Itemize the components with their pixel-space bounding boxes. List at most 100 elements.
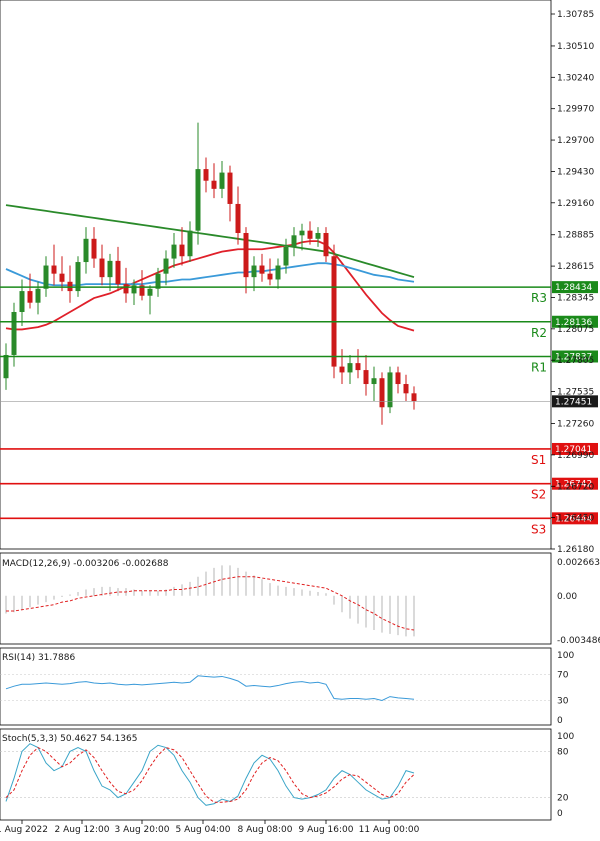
price-tick-label: 1.28345 [557,293,594,303]
candle [379,372,385,425]
candle [267,258,273,286]
candle-body [131,285,137,294]
level-name-label: S3 [531,522,546,536]
candle [3,343,9,390]
rsi-tick-label: 70 [557,671,569,681]
candle-body [43,265,49,289]
level-price-label: 1.27041 [555,445,592,455]
time-tick-label: 5 Aug 04:00 [176,825,231,835]
price-tick-label: 1.27805 [557,356,594,366]
price-tick-label: 1.27535 [557,388,594,398]
level-price-label: 1.28434 [555,283,592,293]
candle-body [51,265,57,274]
candle-body [139,285,145,296]
level-price-label: 1.28136 [555,318,592,328]
candle-body [171,244,177,259]
candle-body [91,238,97,259]
candle-body [195,169,201,231]
macd-title: MACD(12,26,9) -0.003206 -0.002688 [2,559,169,569]
candle [355,349,361,379]
candle-body [283,246,289,266]
price-tick-label: 1.27260 [557,420,594,430]
level-price-label: 1.27837 [555,352,592,362]
candle-body [163,258,169,274]
level-name-label: R3 [531,291,547,305]
rsi-panel: RSI(14) 31.7886 100 70 30 0 [0,647,574,726]
candle [123,267,129,303]
candle-body [115,260,121,285]
stoch-tick-label: 80 [557,747,569,757]
price-tick-label: 1.30240 [557,73,594,83]
level-price-badge [552,315,598,328]
candle [99,244,105,286]
candle [147,285,153,315]
rsi-title: RSI(14) 31.7886 [2,653,75,663]
rsi-tick-label: 100 [557,651,574,661]
candles [3,122,417,425]
time-tick-label: 11 Aug 00:00 [359,825,420,835]
pivot-levels: 1.28434 R3 1.28136 R2 1.27837 R1 1.27041 S1 1.26… [0,281,598,536]
candle [187,221,193,263]
candle [299,223,305,251]
candle [307,221,313,245]
candle-body [219,172,225,189]
candle [411,386,417,410]
stoch-tick-label: 20 [557,794,569,804]
candle [115,246,121,292]
price-tick-label: 1.29970 [557,105,594,115]
price-tick-label: 1.26450 [557,514,594,524]
candle [323,227,329,263]
candle-body [403,384,409,394]
macd-tick-label: 0.00 [557,592,577,602]
candle [27,273,33,309]
candle-body [323,232,329,257]
candle [107,253,113,292]
macd-panel: MACD(12,26,9) -0.003206 -0.002688 0.0026… [0,552,600,646]
current-price-badge [552,395,598,408]
candle [75,256,81,297]
candle-body [187,230,193,257]
level-price-label: 1.26742 [555,480,592,490]
price-tick-label: 1.26720 [557,482,594,492]
rsi-plot [0,674,551,702]
candle-body [147,288,153,296]
candle [387,366,393,414]
price-tick-label: 1.30510 [557,42,594,52]
candle-body [347,363,353,373]
candle-body [251,265,257,278]
candle [251,256,257,292]
moving-average-line [5,262,415,287]
price-tick-label: 1.26180 [557,545,594,555]
candle [371,366,377,402]
candle-body [307,230,313,239]
candle-body [179,244,185,257]
candle-body [203,169,209,181]
level-name-label: R2 [531,326,547,340]
candle-body [235,203,241,233]
stoch-tick-label: 0 [557,809,563,819]
candle-body [123,284,129,294]
candle [283,238,289,274]
price-tick-label: 1.28075 [557,325,594,335]
time-tick-label: 8 Aug 08:00 [238,825,293,835]
candle [315,227,321,247]
candle [171,232,177,268]
price-axis: 1.30785 1.30510 1.30240 1.29970 1.29700 1.294… [551,10,594,555]
time-tick-label: 1 Aug 2022 [0,825,48,835]
stoch-signal-line [5,746,415,803]
stoch-panel-frame [0,728,552,821]
candle [83,227,89,274]
candle [155,267,161,297]
price-tick-label: 1.26990 [557,451,594,461]
price-tick-label: 1.29700 [557,136,594,146]
level-name-label: S2 [531,488,546,502]
candle-body [11,311,17,355]
rsi-tick-label: 30 [557,697,569,707]
candle-body [107,260,113,278]
candle-body [291,235,297,247]
rsi-panel-frame [0,647,552,726]
candle [347,354,353,385]
macd-plot [5,565,415,637]
time-tick-label: 2 Aug 12:00 [55,825,110,835]
